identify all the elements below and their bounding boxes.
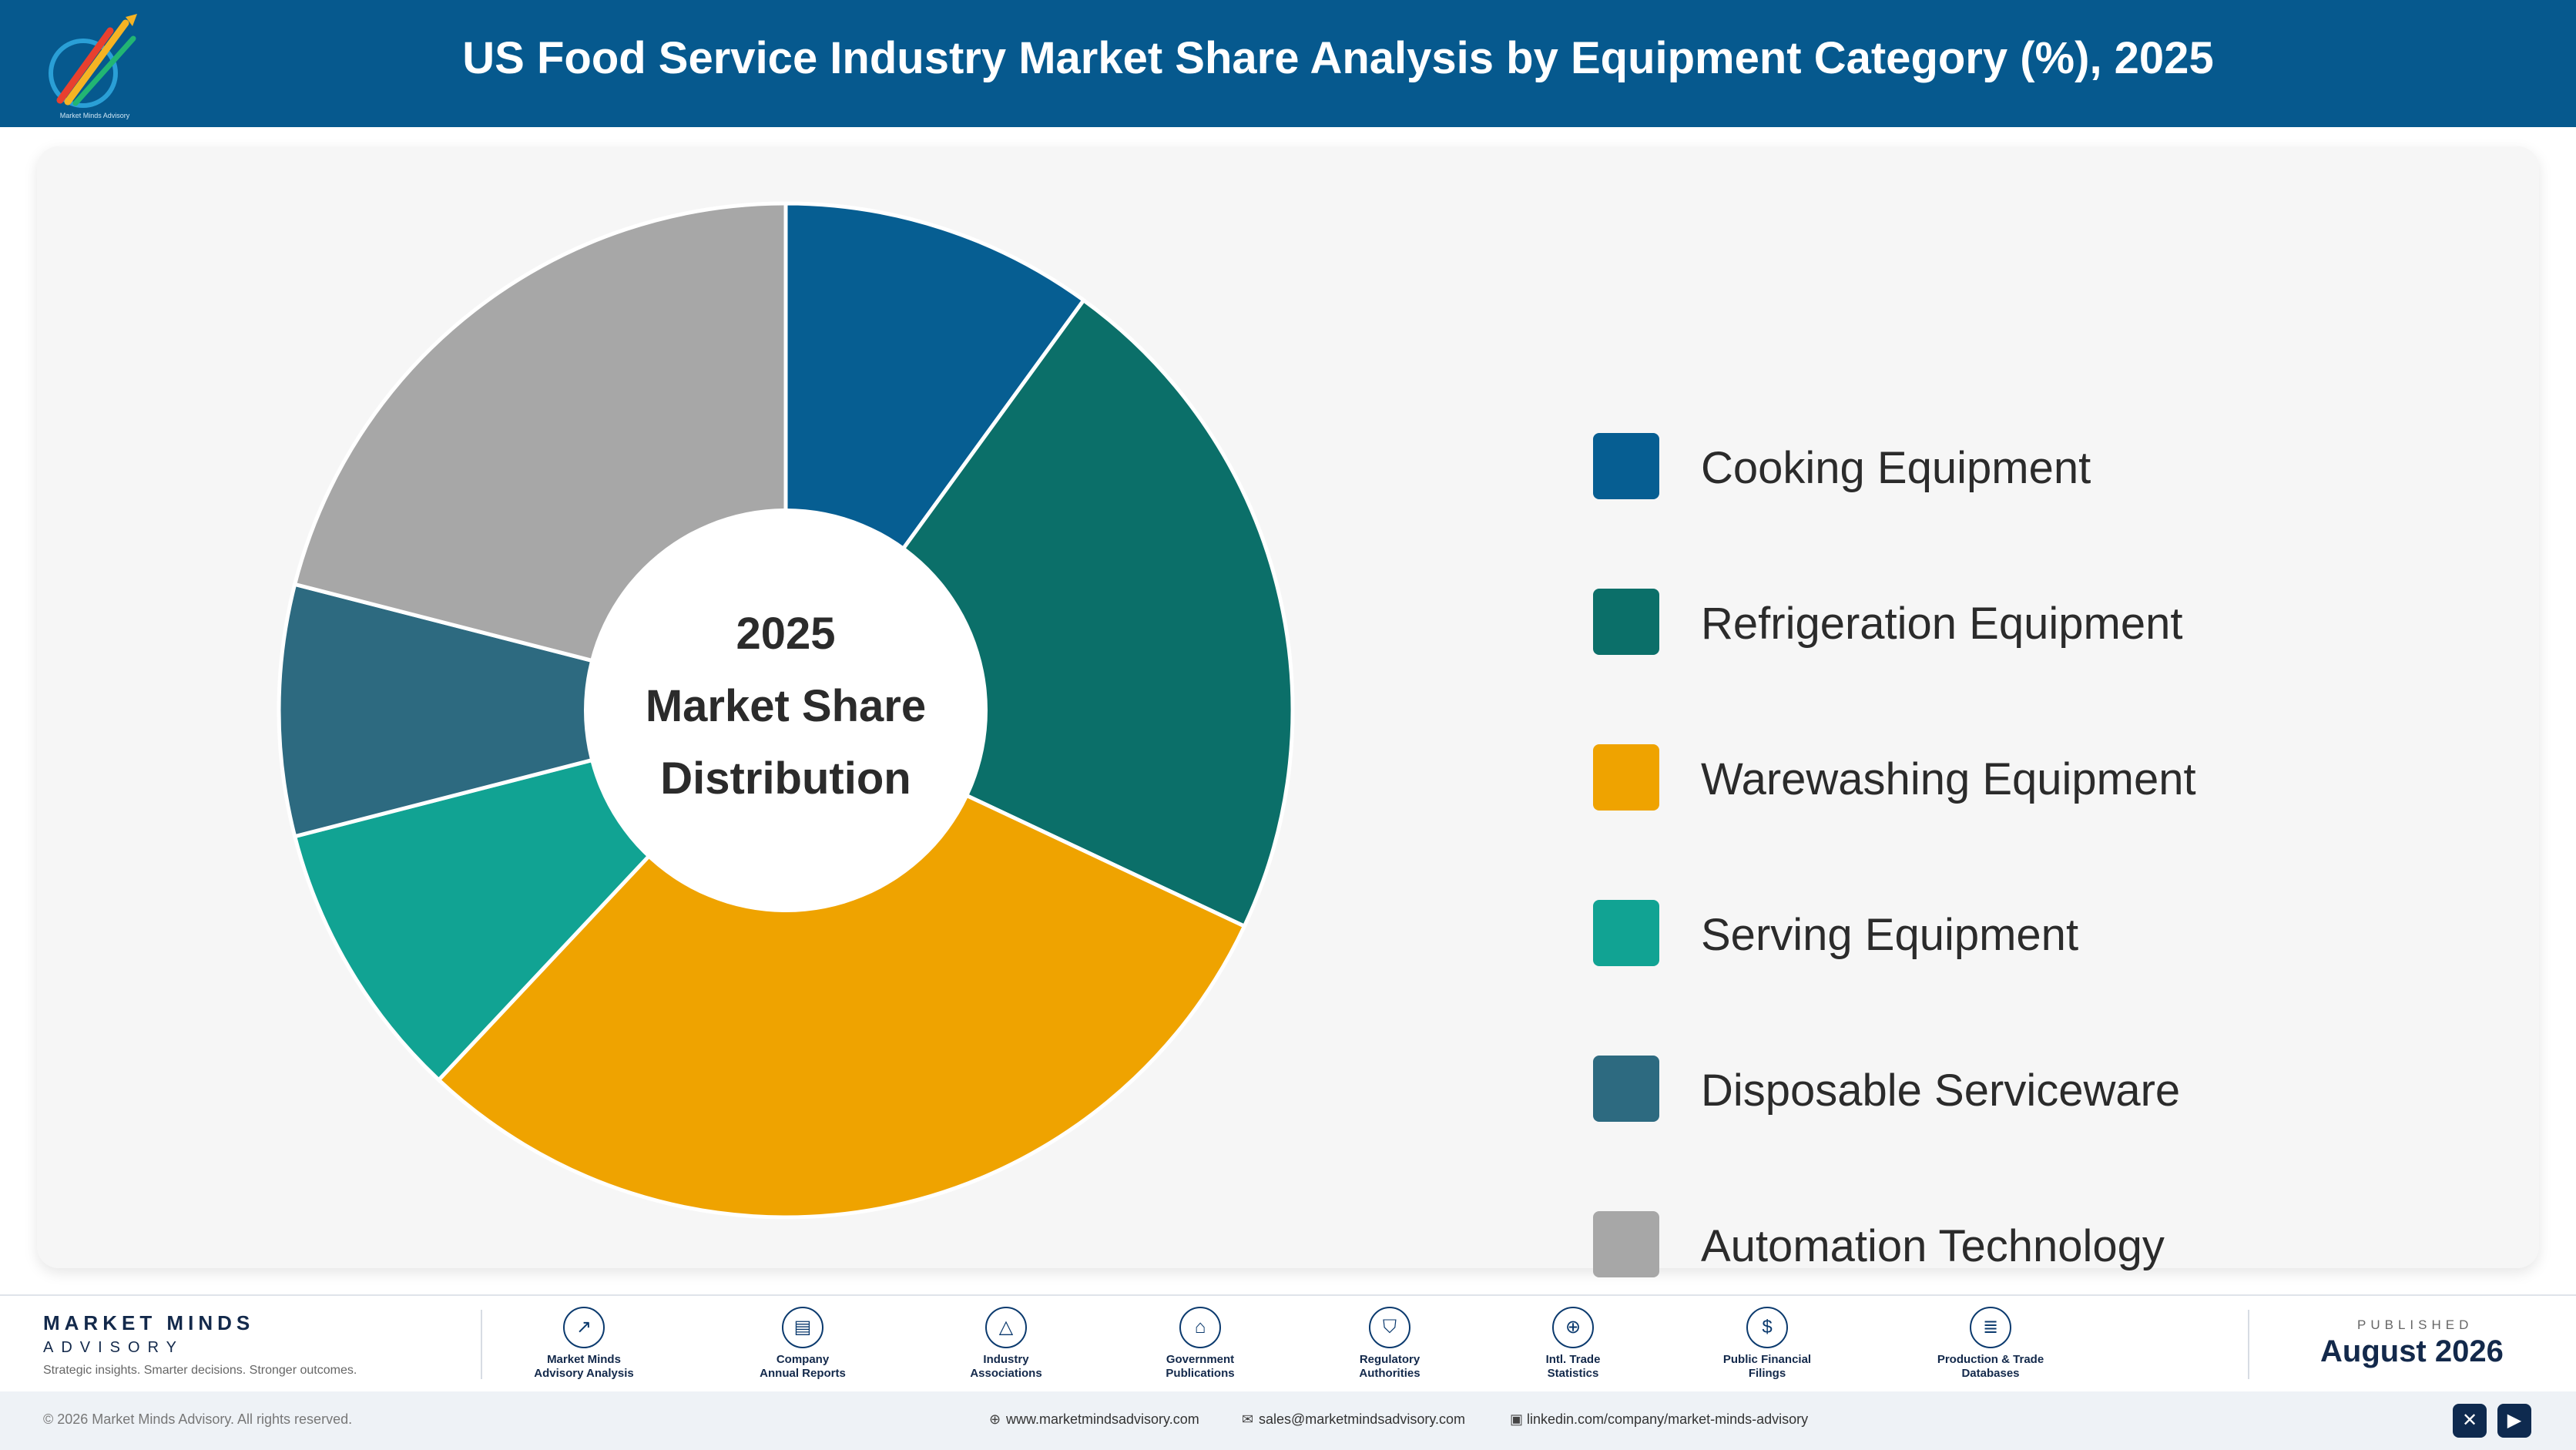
footer-brand-name: MARKET MINDS: [43, 1311, 255, 1334]
network-icon: △: [985, 1307, 1027, 1348]
legend-swatch: [1593, 900, 1659, 966]
logo-caption: Market Minds Advisory: [60, 112, 130, 119]
document-icon: ▤: [782, 1307, 823, 1348]
mail-icon: ✉: [1242, 1411, 1254, 1427]
source-item: ↗ Market Minds Advisory Analysis: [499, 1307, 669, 1381]
legend-label: Automation Technology: [1701, 1221, 2165, 1271]
source-label: Production & Trade Databases: [1937, 1353, 2044, 1380]
donut-hole: [584, 509, 988, 912]
database-icon: ≣: [1970, 1307, 2011, 1348]
center-label-year: 2025: [736, 609, 835, 659]
source-label: Government Publications: [1166, 1353, 1235, 1380]
source-item: ⛉ Regulatory Authorities: [1305, 1307, 1474, 1381]
shield-icon: ⛉: [1369, 1307, 1410, 1348]
legend-item: Cooking Equipment: [1593, 433, 2286, 501]
legend-label: Refrigeration Equipment: [1701, 599, 2183, 649]
center-label-line2: Market Share: [646, 681, 926, 731]
source-label: Market Minds Advisory Analysis: [534, 1353, 634, 1380]
legend-swatch: [1593, 589, 1659, 655]
company-logo: Market Minds Advisory: [49, 14, 137, 119]
published-date: August 2026: [2320, 1334, 2504, 1368]
dollar-icon: $: [1746, 1307, 1788, 1348]
source-label: Intl. Trade Statistics: [1545, 1353, 1601, 1380]
chart-card: 2025 Market Share Distribution Cooking E…: [37, 146, 2539, 1277]
legend-swatch: [1593, 1211, 1659, 1277]
legend-label: Disposable Serviceware: [1701, 1066, 2181, 1116]
divider: [2248, 1310, 2249, 1379]
source-label: Industry Associations: [970, 1353, 1042, 1380]
legend-label: Serving Equipment: [1701, 910, 2079, 960]
x-icon[interactable]: ✕: [2453, 1404, 2487, 1438]
linkedin-text: linkedin.com/company/market-minds-adviso…: [1527, 1411, 1809, 1427]
footer-brand-sub: ADVISORY: [43, 1339, 184, 1356]
source-item: $ Public Financial Filings: [1682, 1307, 1852, 1381]
legend-item: Refrigeration Equipment: [1593, 589, 2286, 656]
header-bar: Market Minds Advisory US Food Service In…: [0, 0, 2576, 127]
legend-swatch: [1593, 1056, 1659, 1122]
legend-item: Disposable Serviceware: [1593, 1056, 2286, 1123]
donut-chart: 2025 Market Share Distribution: [277, 201, 1295, 1220]
linkedin-link[interactable]: ▣ linkedin.com/company/market-minds-advis…: [1510, 1411, 1808, 1428]
source-label: Public Financial Filings: [1722, 1353, 1812, 1380]
email-link[interactable]: ✉ sales@marketmindsadvisory.com: [1242, 1411, 1465, 1428]
source-label: Regulatory Authorities: [1359, 1353, 1420, 1380]
pie-slice-warewashing-equipment: [436, 707, 1247, 1220]
source-item: ⌂ Government Publications: [1115, 1307, 1285, 1381]
legend-swatch: [1593, 744, 1659, 811]
copyright: © 2026 Market Minds Advisory. All rights…: [43, 1411, 353, 1427]
building-icon: ⌂: [1179, 1307, 1221, 1348]
published-label: PUBLISHED: [2357, 1317, 2474, 1332]
source-item: △ Industry Associations: [921, 1307, 1091, 1381]
linkedin-icon: ▣: [1510, 1411, 1524, 1427]
footer: MARKET MINDS ADVISORY Strategic insights…: [0, 1294, 2576, 1450]
source-item: ⊕ Intl. Trade Statistics: [1488, 1307, 1658, 1381]
website-link[interactable]: ⊕ www.marketmindsadvisory.com: [989, 1411, 1199, 1428]
legend-item: Warewashing Equipment: [1593, 744, 2286, 812]
legend-item: Serving Equipment: [1593, 900, 2286, 968]
source-label: Company Annual Reports: [760, 1353, 846, 1380]
source-item: ≣ Production & Trade Databases: [1906, 1307, 2075, 1381]
email-text: sales@marketmindsadvisory.com: [1259, 1411, 1466, 1427]
trend-icon: ↗: [563, 1307, 605, 1348]
footer-contact-bar: © 2026 Market Minds Advisory. All rights…: [0, 1391, 2576, 1450]
globe-icon: ⊕: [1552, 1307, 1594, 1348]
website-text: www.marketmindsadvisory.com: [1006, 1411, 1199, 1427]
legend-label: Warewashing Equipment: [1701, 754, 2196, 804]
footer-sources-bar: MARKET MINDS ADVISORY Strategic insights…: [0, 1294, 2576, 1393]
globe-icon: ⊕: [989, 1411, 1001, 1427]
legend-item: Automation Technology: [1593, 1211, 2286, 1279]
page-title: US Food Service Industry Market Share An…: [462, 33, 2214, 83]
legend-label: Cooking Equipment: [1701, 443, 2091, 493]
pie-slice-disposable-serviceware: [277, 582, 787, 839]
youtube-icon[interactable]: ▶: [2497, 1404, 2531, 1438]
footer-tagline: Strategic insights. Smarter decisions. S…: [43, 1364, 357, 1377]
source-item: ▤ Company Annual Reports: [718, 1307, 887, 1381]
center-label-line3: Distribution: [660, 754, 911, 804]
legend-swatch: [1593, 433, 1659, 499]
divider: [481, 1310, 482, 1379]
